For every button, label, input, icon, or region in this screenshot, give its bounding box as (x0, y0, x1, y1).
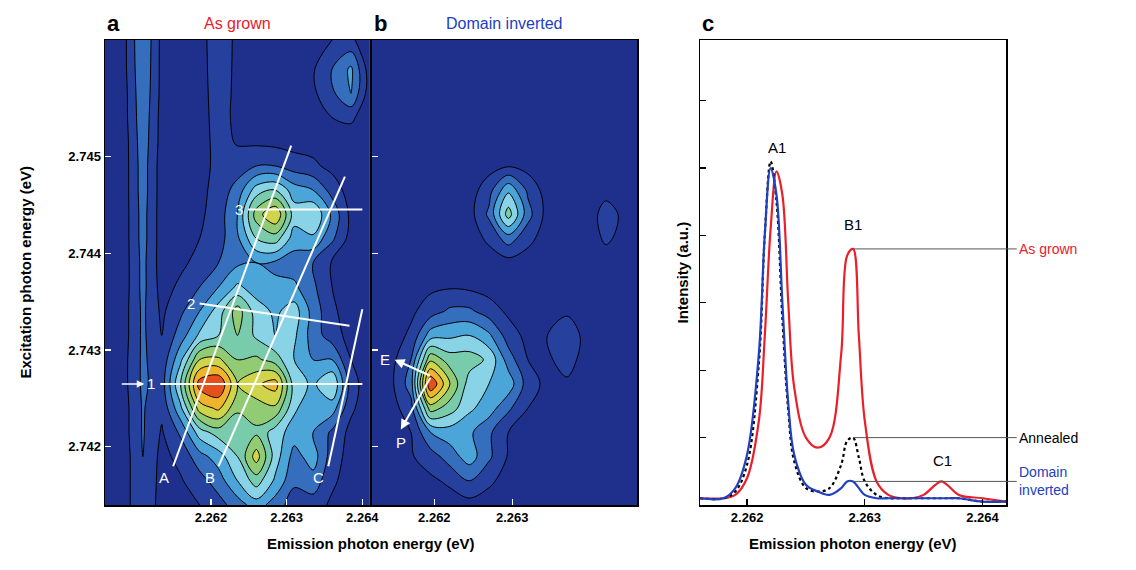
svg-text:B1: B1 (844, 216, 862, 233)
svg-text:Domain inverted: Domain inverted (446, 15, 563, 32)
svg-text:2.262: 2.262 (731, 510, 764, 525)
svg-text:2.744: 2.744 (68, 246, 101, 261)
svg-text:2.264: 2.264 (346, 510, 379, 525)
svg-text:As grown: As grown (204, 15, 271, 32)
svg-text:Annealed: Annealed (1019, 430, 1078, 446)
svg-text:2.263: 2.263 (849, 510, 882, 525)
svg-text:2.742: 2.742 (68, 439, 101, 454)
svg-text:Intensity (a.u.): Intensity (a.u.) (674, 222, 691, 324)
svg-text:Emission photon energy (eV): Emission photon energy (eV) (267, 535, 475, 552)
svg-text:A: A (159, 469, 169, 486)
svg-text:B: B (205, 469, 215, 486)
svg-text:3: 3 (235, 201, 243, 218)
svg-text:2.263: 2.263 (270, 510, 303, 525)
svg-text:2.262: 2.262 (418, 510, 451, 525)
svg-text:2.743: 2.743 (68, 343, 101, 358)
svg-text:2.745: 2.745 (68, 149, 101, 164)
svg-text:c: c (702, 11, 714, 36)
svg-text:1: 1 (147, 375, 155, 392)
svg-text:A1: A1 (768, 139, 786, 156)
svg-text:Excitation photon energy (eV): Excitation photon energy (eV) (17, 166, 34, 379)
svg-text:C1: C1 (933, 452, 952, 469)
svg-text:Domaininverted: Domaininverted (1019, 464, 1069, 498)
svg-text:2.262: 2.262 (195, 510, 228, 525)
svg-text:2.264: 2.264 (966, 510, 999, 525)
svg-text:b: b (374, 11, 387, 36)
svg-text:a: a (107, 11, 120, 36)
svg-text:E: E (380, 351, 390, 368)
svg-text:P: P (396, 434, 406, 451)
svg-text:C: C (313, 469, 324, 486)
svg-text:Emission photon energy (eV): Emission photon energy (eV) (749, 535, 957, 552)
svg-text:As grown: As grown (1019, 241, 1077, 257)
svg-text:2.263: 2.263 (496, 510, 529, 525)
svg-text:2: 2 (187, 295, 195, 312)
